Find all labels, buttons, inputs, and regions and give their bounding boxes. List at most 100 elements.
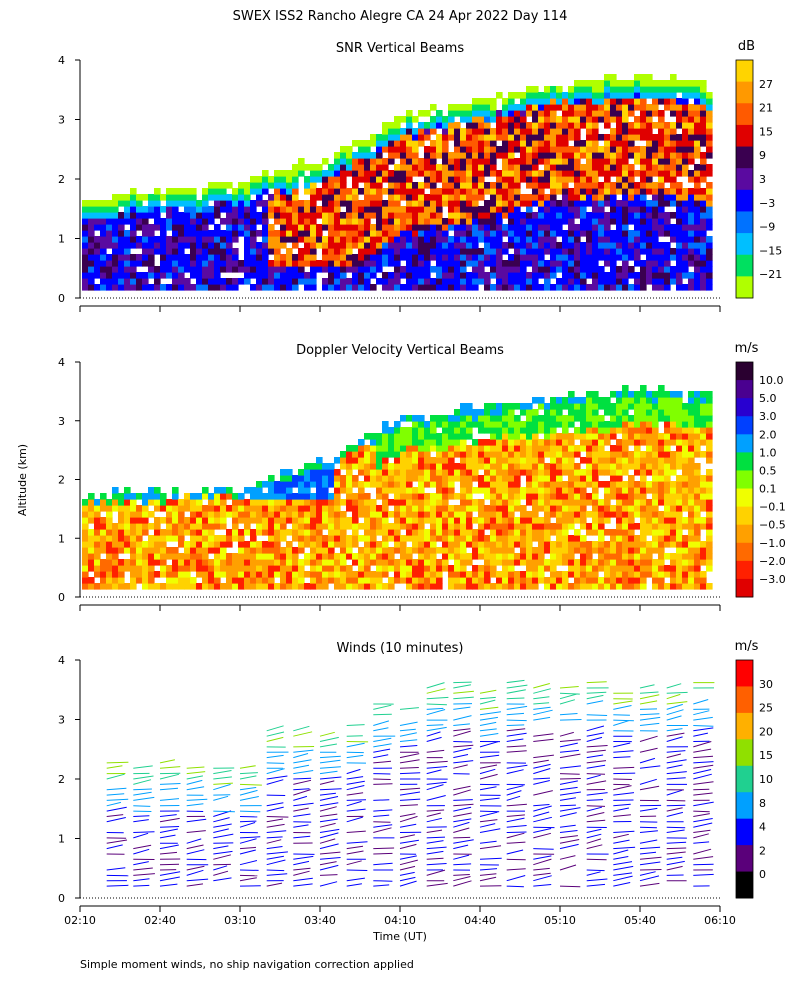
heatmap-cell: [604, 176, 611, 183]
heatmap-cell: [274, 481, 281, 488]
heatmap-cell: [364, 553, 371, 560]
heatmap-cell: [526, 182, 533, 189]
heatmap-cell: [436, 559, 443, 566]
heatmap-cell: [586, 541, 593, 548]
heatmap-cell: [358, 439, 365, 446]
heatmap-cell: [556, 421, 563, 428]
heatmap-cell: [298, 272, 305, 279]
heatmap-cell: [340, 451, 347, 458]
heatmap-cell: [532, 260, 539, 267]
heatmap-cell: [190, 284, 197, 291]
heatmap-cell: [664, 194, 671, 201]
heatmap-cell: [700, 481, 707, 488]
heatmap-cell: [496, 415, 503, 422]
heatmap-cell: [694, 421, 701, 428]
heatmap-cell: [676, 188, 683, 195]
heatmap-cell: [178, 218, 185, 225]
heatmap-cell: [682, 284, 689, 291]
heatmap-cell: [580, 445, 587, 452]
heatmap-cell: [484, 535, 491, 542]
heatmap-cell: [520, 170, 527, 177]
heatmap-cell: [478, 140, 485, 147]
heatmap-cell: [508, 553, 515, 560]
heatmap-cell: [136, 559, 143, 566]
heatmap-cell: [484, 152, 491, 159]
heatmap-cell: [364, 266, 371, 273]
heatmap-cell: [652, 565, 659, 572]
heatmap-cell: [220, 583, 227, 590]
heatmap-cell: [316, 481, 323, 488]
heatmap-cell: [508, 409, 515, 416]
heatmap-cell: [358, 571, 365, 578]
heatmap-cell: [412, 152, 419, 159]
heatmap-cell: [166, 212, 173, 219]
heatmap-cell: [556, 493, 563, 500]
heatmap-cell: [634, 451, 641, 458]
heatmap-cell: [688, 421, 695, 428]
heatmap-cell: [232, 523, 239, 530]
heatmap-cell: [526, 260, 533, 267]
heatmap-cell: [394, 469, 401, 476]
heatmap-cell: [514, 104, 521, 111]
heatmap-cell: [604, 92, 611, 99]
heatmap-cell: [262, 272, 269, 279]
heatmap-cell: [700, 200, 707, 207]
heatmap-cell: [382, 236, 389, 243]
heatmap-cell: [316, 559, 323, 566]
heatmap-cell: [340, 266, 347, 273]
heatmap-cell: [520, 523, 527, 530]
heatmap-cell: [460, 140, 467, 147]
heatmap-cell: [634, 128, 641, 135]
heatmap-cell: [646, 92, 653, 99]
heatmap-cell: [370, 553, 377, 560]
heatmap-cell: [280, 571, 287, 578]
heatmap-cell: [130, 583, 137, 590]
heatmap-cell: [154, 278, 161, 285]
heatmap-cell: [574, 212, 581, 219]
heatmap-cell: [178, 230, 185, 237]
heatmap-cell: [532, 182, 539, 189]
heatmap-cell: [652, 122, 659, 129]
heatmap-cell: [244, 260, 251, 267]
heatmap-cell: [376, 469, 383, 476]
heatmap-cell: [454, 242, 461, 249]
heatmap-cell: [82, 254, 89, 261]
heatmap-cell: [256, 278, 263, 285]
heatmap-cell: [394, 457, 401, 464]
heatmap-cell: [646, 134, 653, 141]
heatmap-cell: [436, 487, 443, 494]
heatmap-cell: [592, 583, 599, 590]
heatmap-cell: [694, 553, 701, 560]
heatmap-cell: [598, 110, 605, 117]
heatmap-cell: [604, 571, 611, 578]
heatmap-cell: [352, 505, 359, 512]
heatmap-cell: [364, 254, 371, 261]
heatmap-cell: [352, 236, 359, 243]
heatmap-cell: [238, 547, 245, 554]
heatmap-cell: [376, 541, 383, 548]
heatmap-cell: [214, 487, 221, 494]
heatmap-cell: [688, 134, 695, 141]
heatmap-cell: [454, 230, 461, 237]
heatmap-cell: [304, 511, 311, 518]
heatmap-cell: [286, 499, 293, 506]
heatmap-cell: [496, 481, 503, 488]
heatmap-cell: [436, 230, 443, 237]
heatmap-cell: [490, 475, 497, 482]
heatmap-cell: [676, 194, 683, 201]
heatmap-cell: [226, 200, 233, 207]
heatmap-cell: [514, 224, 521, 231]
heatmap-cell: [328, 535, 335, 542]
heatmap-cell: [442, 493, 449, 500]
heatmap-cell: [700, 134, 707, 141]
heatmap-cell: [676, 146, 683, 153]
heatmap-cell: [640, 565, 647, 572]
heatmap-cell: [376, 212, 383, 219]
heatmap-cell: [688, 487, 695, 494]
heatmap-cell: [550, 499, 557, 506]
heatmap-cell: [298, 535, 305, 542]
heatmap-cell: [376, 583, 383, 590]
heatmap-cell: [424, 170, 431, 177]
heatmap-cell: [496, 230, 503, 237]
heatmap-cell: [532, 571, 539, 578]
